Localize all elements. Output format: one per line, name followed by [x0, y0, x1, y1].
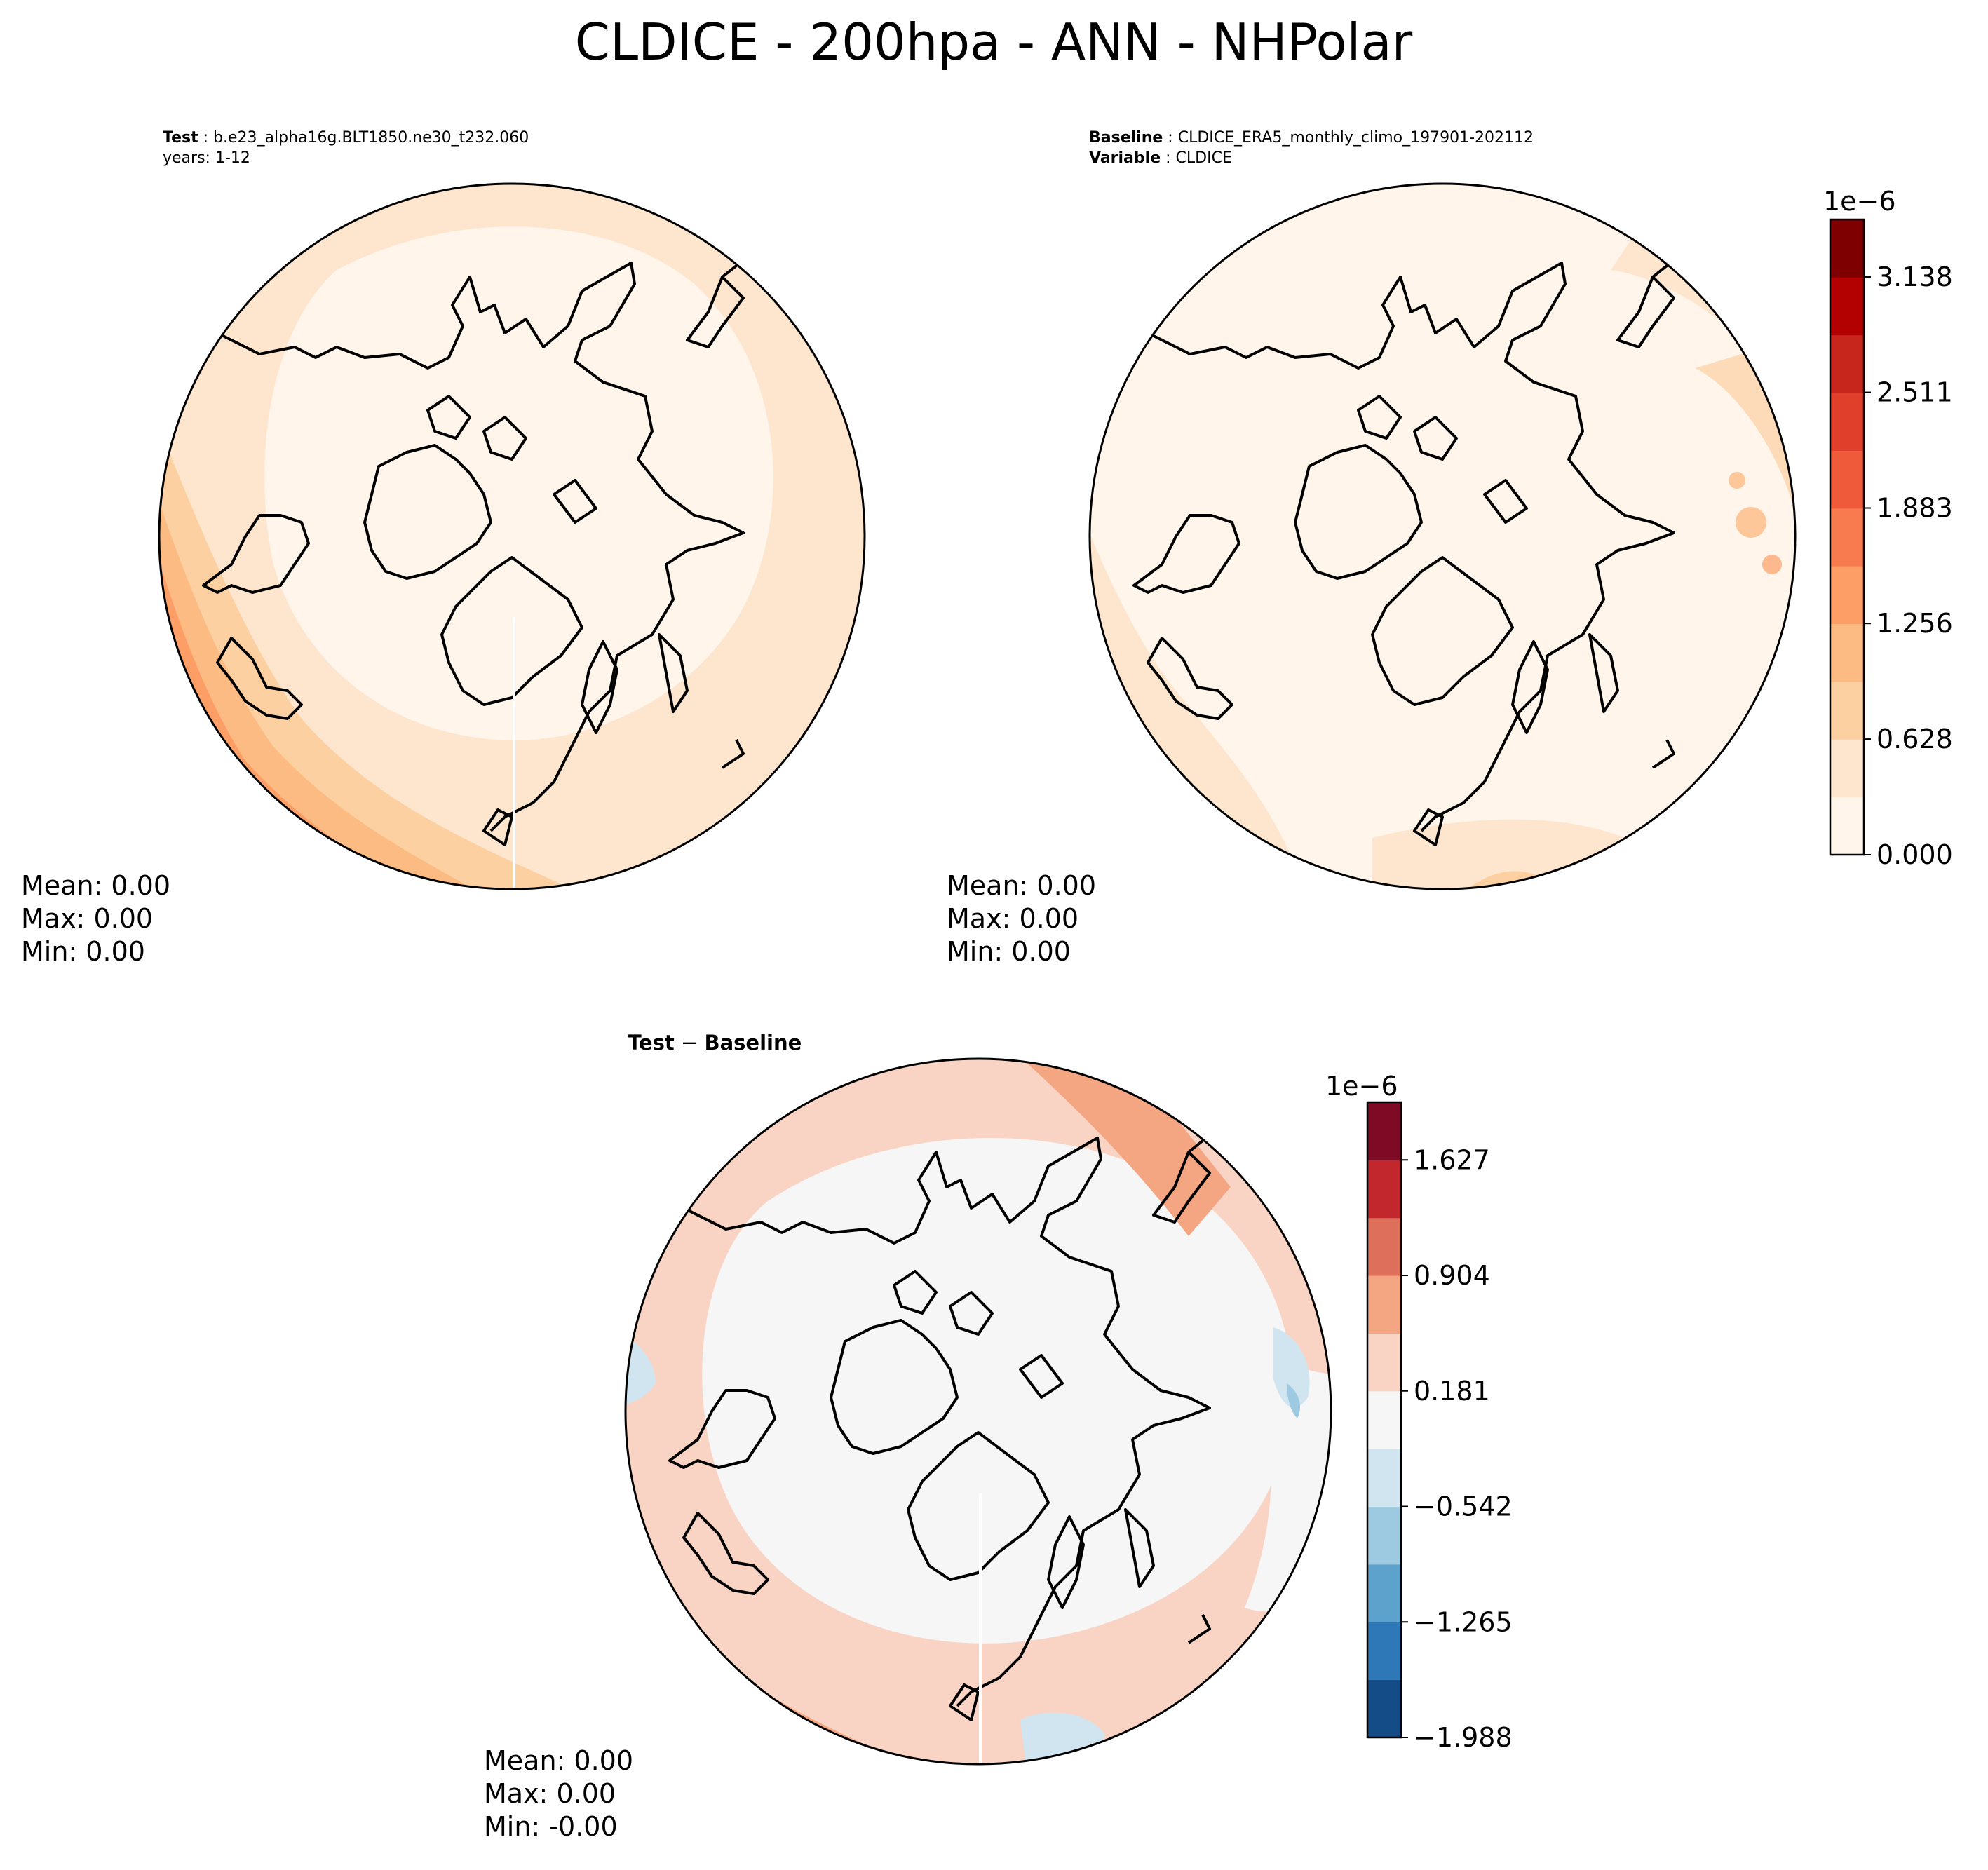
colorbar-main-tick-label: 0.000 [1877, 839, 1953, 870]
colorbar-main-tick-label: 1.256 [1877, 608, 1953, 639]
colorbar-difference-segment [1367, 1160, 1401, 1219]
colorbar-main-ticks: 0.000 0.628 1.256 1.883 2.511 3.138 [1864, 262, 1953, 870]
colorbar-difference-segment [1367, 1449, 1401, 1507]
baseline-map-border [1088, 182, 1797, 890]
colorbar-main-segment [1830, 277, 1864, 336]
colorbar-difference-segment [1367, 1564, 1401, 1622]
difference-title: Test − Baseline [628, 1031, 802, 1055]
colorbar-difference-segment [1367, 1333, 1401, 1392]
colorbar-main-segment [1830, 566, 1864, 625]
baseline-max: Max: 0.00 [947, 903, 1078, 934]
baseline-label: Baseline [1089, 129, 1163, 147]
test-max: Max: 0.00 [21, 903, 153, 934]
colorbar-difference-tick-label: 0.181 [1414, 1376, 1490, 1407]
difference-map [626, 1059, 1331, 1764]
variable-label: Variable [1089, 149, 1161, 167]
baseline-mean: Mean: 0.00 [947, 870, 1096, 901]
colorbar-main-tick-label: 3.138 [1877, 262, 1953, 292]
test-label: Test [163, 129, 198, 147]
difference-max: Max: 0.00 [484, 1778, 616, 1809]
test-mean: Mean: 0.00 [21, 870, 170, 901]
panel-test: Test : b.e23_alpha16g.BLT1850.ne30_t232.… [21, 129, 866, 967]
test-header: Test : b.e23_alpha16g.BLT1850.ne30_t232.… [163, 129, 529, 147]
colorbar-main-tick-label: 1.883 [1877, 493, 1953, 524]
baseline-header: Baseline : CLDICE_ERA5_monthly_climo_197… [1089, 129, 1534, 147]
colorbar-difference: 1e−6 −1.988 −1.265 −0.542 0.181 0.904 1.627 [1325, 1071, 1513, 1753]
panel-baseline: Baseline : CLDICE_ERA5_monthly_climo_197… [947, 129, 1797, 967]
colorbar-difference-segment [1367, 1679, 1401, 1738]
colorbar-main: 1e−6 0.000 0.628 1.256 1.883 2.511 3.138 [1823, 186, 1953, 870]
colorbar-main-segment [1830, 681, 1864, 740]
colorbar-main-frame [1829, 218, 1865, 856]
colorbar-main-segment [1830, 219, 1864, 278]
difference-map-border [624, 1057, 1332, 1766]
panel-difference: Test − Baseline [484, 1031, 1332, 1842]
difference-mean: Mean: 0.00 [484, 1745, 633, 1776]
colorbar-main-tick-label: 2.511 [1877, 377, 1953, 408]
colorbar-difference-multiplier: 1e−6 [1325, 1071, 1398, 1102]
colorbar-difference-tick-label: −1.265 [1414, 1606, 1513, 1637]
difference-title-test: Test [628, 1031, 675, 1055]
colorbar-difference-segment [1367, 1622, 1401, 1681]
test-min: Min: 0.00 [21, 936, 145, 967]
colorbar-difference-ticks: −1.988 −1.265 −0.542 0.181 0.904 1.627 [1401, 1144, 1513, 1753]
colorbar-main-tick-label: 0.628 [1877, 724, 1953, 754]
colorbar-difference-segment [1367, 1102, 1401, 1160]
variable-name: CLDICE [1176, 149, 1232, 167]
baseline-map-fill [1090, 184, 1795, 889]
test-years: years: 1-12 [163, 149, 250, 167]
colorbar-difference-tick-label: −0.542 [1414, 1491, 1513, 1522]
baseline-min: Min: 0.00 [947, 936, 1071, 967]
colorbar-difference-tick-label: 1.627 [1414, 1144, 1490, 1175]
test-map-border [158, 182, 866, 890]
colorbar-difference-segments [1367, 1102, 1401, 1738]
difference-title-operator: − [675, 1031, 705, 1055]
test-map [159, 184, 865, 889]
colorbar-difference-tick-label: 0.904 [1414, 1260, 1490, 1291]
colorbar-main-segment [1830, 393, 1864, 451]
difference-title-baseline: Baseline [704, 1031, 802, 1055]
colorbar-main-segment [1830, 739, 1864, 798]
colorbar-main-segment [1830, 797, 1864, 855]
baseline-variable: Variable : CLDICE [1089, 149, 1232, 167]
colorbar-main-multiplier: 1e−6 [1823, 186, 1896, 217]
figure-title: CLDICE - 200hpa - ANN - NHPolar [575, 13, 1413, 72]
colorbar-difference-segment [1367, 1390, 1401, 1449]
test-map-fill [159, 184, 865, 889]
colorbar-main-segment [1830, 334, 1864, 393]
test-coastlines [202, 198, 808, 846]
colorbar-difference-frame [1366, 1101, 1402, 1739]
baseline-dataset-name: CLDICE_ERA5_monthly_climo_197901-202112 [1178, 129, 1534, 147]
colorbar-difference-segment [1367, 1275, 1401, 1334]
test-case-name: b.e23_alpha16g.BLT1850.ne30_t232.060 [213, 129, 529, 147]
colorbar-main-segment [1830, 450, 1864, 509]
colorbar-main-segment [1830, 623, 1864, 682]
colorbar-difference-tick-label: −1.988 [1414, 1722, 1513, 1753]
difference-map-fill [626, 1059, 1331, 1764]
baseline-coastlines [1132, 198, 1738, 846]
colorbar-difference-segment [1367, 1217, 1401, 1276]
colorbar-difference-segment [1367, 1506, 1401, 1565]
difference-min: Min: -0.00 [484, 1811, 618, 1842]
baseline-map [1090, 184, 1795, 889]
colorbar-main-segment [1830, 508, 1864, 567]
colorbar-main-segments [1830, 219, 1864, 855]
